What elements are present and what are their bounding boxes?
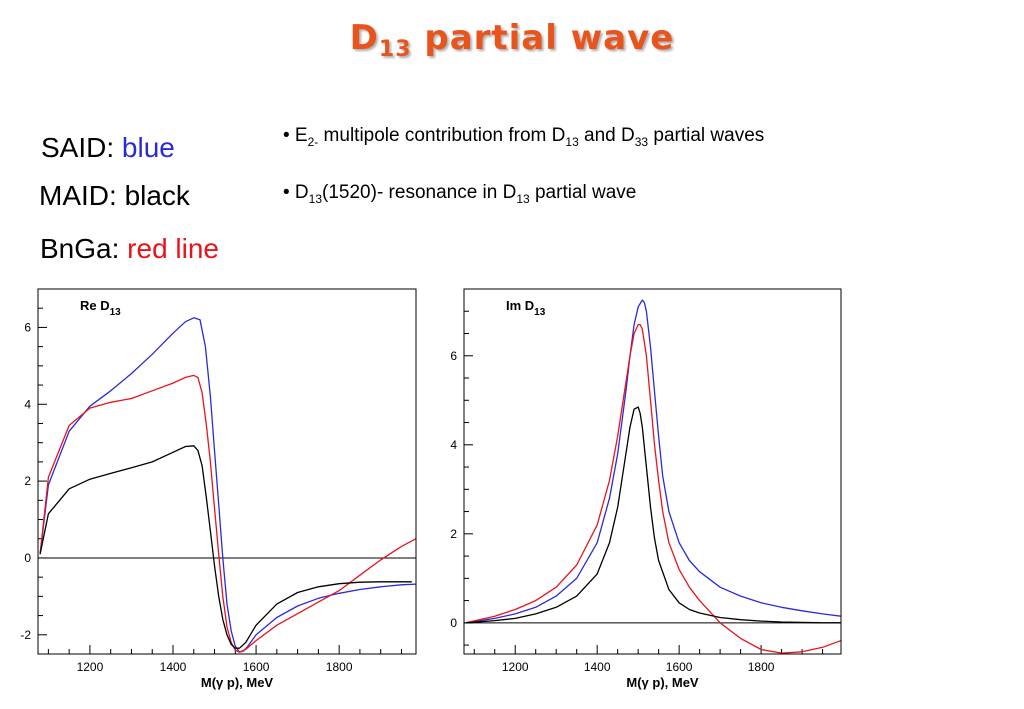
- bullet-subscript: 13: [516, 191, 530, 206]
- x-tick-label: 1200: [77, 660, 104, 674]
- title-rest: partial wave: [411, 18, 675, 58]
- bullet-text: multipole contribution from D: [318, 125, 566, 146]
- legend-bnga: BnGa: red line: [40, 233, 219, 265]
- panel-title: Re D13: [80, 298, 121, 318]
- legend-bnga-value: red line: [127, 233, 220, 264]
- bullet-text: (1520)- resonance in D: [322, 182, 517, 203]
- panel-title: Im D13: [506, 298, 546, 318]
- series-line-bnga: [39, 374, 416, 653]
- page-title: D13 partial wave: [0, 18, 1024, 62]
- bullet-text: • E: [283, 125, 308, 146]
- plot-frame: [37, 288, 417, 655]
- y-tick-label: 4: [450, 438, 457, 452]
- im-d13-chart: 1200 1400 1600 1800 0 2 4 6 Im D13 M(γ p), MeV: [450, 288, 842, 690]
- y-tick-label: 6: [24, 320, 31, 334]
- bullet-text: partial waves: [648, 125, 765, 146]
- legend-maid-value: black: [124, 180, 190, 211]
- series-line-said: [465, 299, 841, 624]
- series-line-bnga: [465, 323, 841, 654]
- plot-frame: [463, 288, 842, 655]
- bullet-subscript: 13: [565, 134, 579, 149]
- bullet-subscript: 2-: [307, 134, 319, 149]
- legend-said-label: SAID:: [41, 132, 122, 163]
- legend-maid-label: MAID:: [39, 180, 125, 211]
- x-tick-label: 1400: [584, 660, 611, 674]
- x-tick-label: 1600: [243, 660, 270, 674]
- legend-said: SAID: blue: [41, 132, 175, 164]
- x-axis-label: M(γ p), MeV: [201, 675, 274, 690]
- legend-maid: MAID: black: [39, 180, 190, 212]
- x-tick-label: 1200: [502, 660, 529, 674]
- x-axis-label: M(γ p), MeV: [626, 675, 699, 690]
- series-line-said: [39, 317, 416, 653]
- series-line-maid: [39, 445, 412, 649]
- y-tick-label: 0: [24, 551, 31, 565]
- x-tick-label: 1800: [748, 660, 775, 674]
- y-tick-label: 2: [450, 527, 457, 541]
- title-main: D: [349, 18, 379, 58]
- y-tick-label: 4: [24, 397, 31, 411]
- title-subscript: 13: [378, 37, 412, 62]
- x-tick-label: 1800: [326, 660, 353, 674]
- bullet-2: • D13(1520)- resonance in D13 partial wa…: [283, 182, 636, 206]
- series-line-maid: [465, 406, 841, 624]
- bullet-subscript: 33: [634, 134, 649, 149]
- bullet-text: and D: [578, 125, 635, 146]
- y-tick-label: -2: [20, 628, 31, 642]
- y-tick-label: 6: [450, 349, 457, 363]
- legend-bnga-label: BnGa:: [40, 233, 128, 264]
- re-d13-chart: 1200 1400 1600 1800 -2 0 2 4 6 Re D13 M(γ p), MeV: [20, 288, 417, 690]
- bullet-subscript: 13: [308, 191, 323, 206]
- legend-said-value: blue: [121, 132, 175, 163]
- y-tick-label: 0: [450, 616, 457, 630]
- y-tick-label: 2: [24, 474, 31, 488]
- x-tick-label: 1600: [666, 660, 693, 674]
- bullet-1: • E2- multipole contribution from D13 an…: [283, 125, 764, 149]
- bullet-text: partial wave: [529, 182, 637, 203]
- x-tick-label: 1400: [160, 660, 187, 674]
- bullet-text: • D: [283, 182, 309, 203]
